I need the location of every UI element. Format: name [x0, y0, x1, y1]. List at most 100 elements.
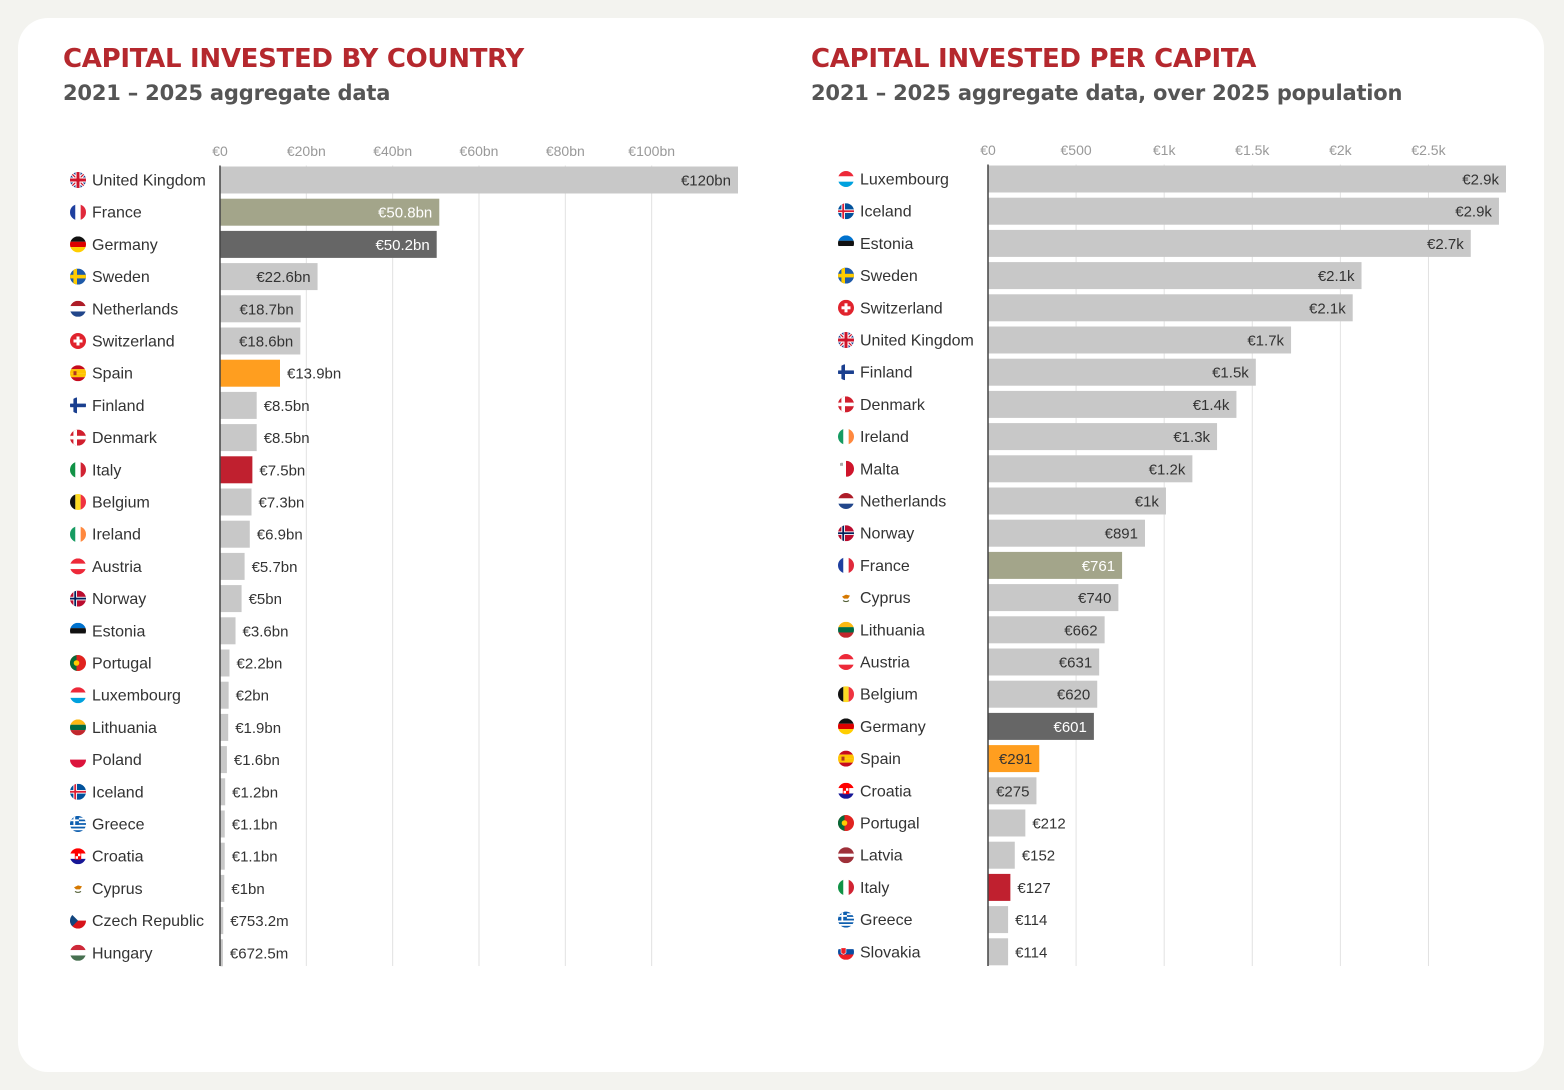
category-label: Spain: [860, 751, 901, 768]
x-tick-label: €60bn: [460, 143, 499, 159]
bar-spain: [988, 745, 1040, 773]
slovakia-flag-icon: [838, 943, 854, 960]
norway-flag-icon: [838, 525, 854, 542]
lithuania-flag-icon: [70, 719, 86, 736]
category-label: Greece: [92, 817, 145, 834]
chart-title-per-capita: CAPITAL INVESTED PER CAPITA: [811, 44, 1257, 74]
bar-spain: [220, 359, 281, 387]
value-label: €18.6bn: [239, 334, 293, 351]
croatia-flag-icon: [70, 848, 86, 865]
value-label: €7.5bn: [259, 462, 305, 479]
bar-germany: [220, 230, 437, 258]
luxembourg-flag-icon: [838, 171, 854, 187]
bar-denmark: [220, 424, 257, 452]
bar-luxembourg: [988, 165, 1506, 193]
value-label: €2.9k: [1455, 204, 1492, 221]
bar-estonia: [988, 229, 1471, 257]
x-tick-label: €2.5k: [1411, 142, 1446, 158]
croatia-flag-icon: [838, 782, 854, 799]
value-label: €1bn: [231, 881, 264, 898]
bar-finland: [220, 391, 257, 419]
bar-cyprus: [220, 874, 225, 902]
bar-latvia: [988, 841, 1015, 869]
value-label: €127: [1017, 880, 1050, 897]
bar-croatia: [220, 842, 225, 870]
category-label: Germany: [860, 719, 926, 736]
category-label: Ireland: [860, 429, 909, 446]
bar-lithuania: [220, 713, 229, 741]
category-label: Sweden: [860, 268, 918, 285]
value-label: €5bn: [249, 591, 282, 608]
bar-united-kingdom: [220, 166, 738, 194]
belgium-flag-icon: [838, 686, 854, 703]
value-label: €1k: [1135, 494, 1160, 511]
category-label: Malta: [860, 461, 899, 478]
germany-flag-icon: [70, 236, 86, 253]
x-tick-label: €0: [980, 142, 996, 158]
category-label: Denmark: [860, 397, 926, 414]
value-label: €152: [1022, 848, 1055, 865]
value-label: €1.3k: [1173, 429, 1210, 446]
lithuania-flag-icon: [838, 621, 854, 638]
bar-cyprus: [988, 584, 1119, 612]
bar-chart-per-capita: €0 €500 €1k €1.5k €2k €2.5k Luxembourg €2.9k Ice…: [838, 142, 1506, 966]
bar-united-kingdom: [988, 326, 1292, 354]
spain-flag-icon: [838, 750, 854, 767]
value-label: €120bn: [681, 173, 731, 190]
sweden-flag-icon: [70, 268, 86, 285]
card: [18, 18, 1544, 1072]
value-label: €753.2m: [230, 913, 288, 930]
x-tick-label: €100bn: [628, 143, 675, 159]
bar-iceland: [988, 197, 1499, 225]
value-label: €631: [1059, 655, 1092, 672]
finland-flag-icon: [70, 397, 86, 414]
value-label: €761: [1082, 558, 1115, 575]
category-label: Iceland: [860, 204, 912, 221]
value-label: €275: [996, 783, 1029, 800]
bar-hungary: [220, 939, 223, 967]
value-label: €2.1k: [1309, 300, 1346, 317]
switzerland-flag-icon: [838, 299, 854, 316]
austria-flag-icon: [70, 558, 86, 575]
portugal-flag-icon: [838, 815, 854, 831]
bar-ireland: [220, 520, 250, 548]
bar-austria: [988, 648, 1100, 676]
bar-belgium: [988, 680, 1098, 708]
bar-austria: [220, 552, 245, 580]
bar-italy: [988, 873, 1011, 901]
category-label: Croatia: [92, 849, 144, 866]
x-tick-label: €0: [212, 143, 228, 159]
category-label: Norway: [92, 591, 146, 608]
portugal-flag-icon: [70, 655, 86, 671]
category-label: Switzerland: [92, 334, 175, 351]
bar-sweden: [220, 263, 318, 291]
value-label: €1.6bn: [234, 752, 280, 769]
value-label: €1.4k: [1193, 397, 1230, 414]
bar-denmark: [988, 390, 1237, 418]
category-label: Poland: [92, 752, 142, 769]
value-label: €50.8bn: [378, 205, 432, 222]
value-label: €740: [1078, 590, 1111, 607]
italy-flag-icon: [70, 461, 86, 478]
category-label: Luxembourg: [860, 172, 949, 189]
value-label: €1.1bn: [232, 817, 278, 834]
switzerland-flag-icon: [70, 333, 86, 349]
value-label: €1.9bn: [235, 720, 281, 737]
category-label: Hungary: [92, 945, 152, 962]
czech-flag-icon: [70, 912, 86, 929]
uk-flag-icon: [838, 332, 854, 348]
category-label: Greece: [860, 912, 913, 929]
value-label: €114: [1015, 912, 1047, 929]
belgium-flag-icon: [70, 494, 86, 510]
x-tick-label: €2k: [1329, 142, 1353, 158]
bar-norway: [988, 519, 1145, 547]
bar-greece: [220, 810, 225, 838]
category-label: Lithuania: [860, 622, 925, 639]
poland-flag-icon: [70, 751, 86, 768]
bar-switzerland: [220, 327, 301, 355]
value-label: €1.5k: [1212, 365, 1249, 382]
value-label: €7.3bn: [259, 495, 305, 512]
value-label: €18.7bn: [239, 301, 293, 318]
category-label: Lithuania: [92, 720, 157, 737]
austria-flag-icon: [838, 654, 854, 670]
